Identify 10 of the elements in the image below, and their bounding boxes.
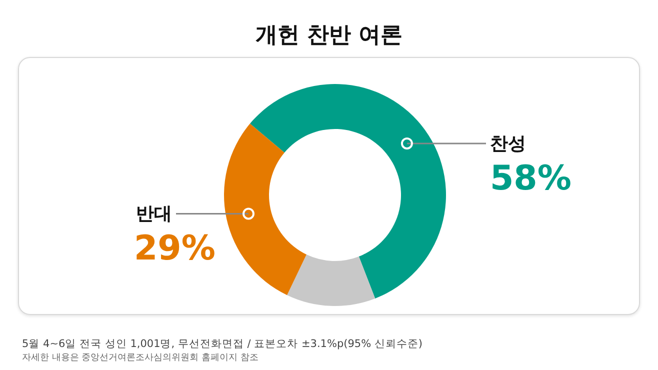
text: 자세한 내용은 중앙선거여론조사심의위원회 홈페이지 참조 <box>22 352 258 364</box>
slice-label: 반대 <box>136 204 172 225</box>
slice-label: 찬성 <box>490 133 526 154</box>
donut-slice <box>287 254 376 306</box>
donut-slice <box>250 84 446 298</box>
data-label: 58% <box>490 158 572 198</box>
data-label: 29% <box>134 228 216 269</box>
chart-title: 개헌 찬반 여론 <box>254 22 404 50</box>
text: 5월 4~6일 전국 성인 1,001명, 무선전화면접 / 표본오차 ±3.1%p(95% 신뢰수준) <box>22 337 422 351</box>
donut-slice <box>224 124 306 296</box>
